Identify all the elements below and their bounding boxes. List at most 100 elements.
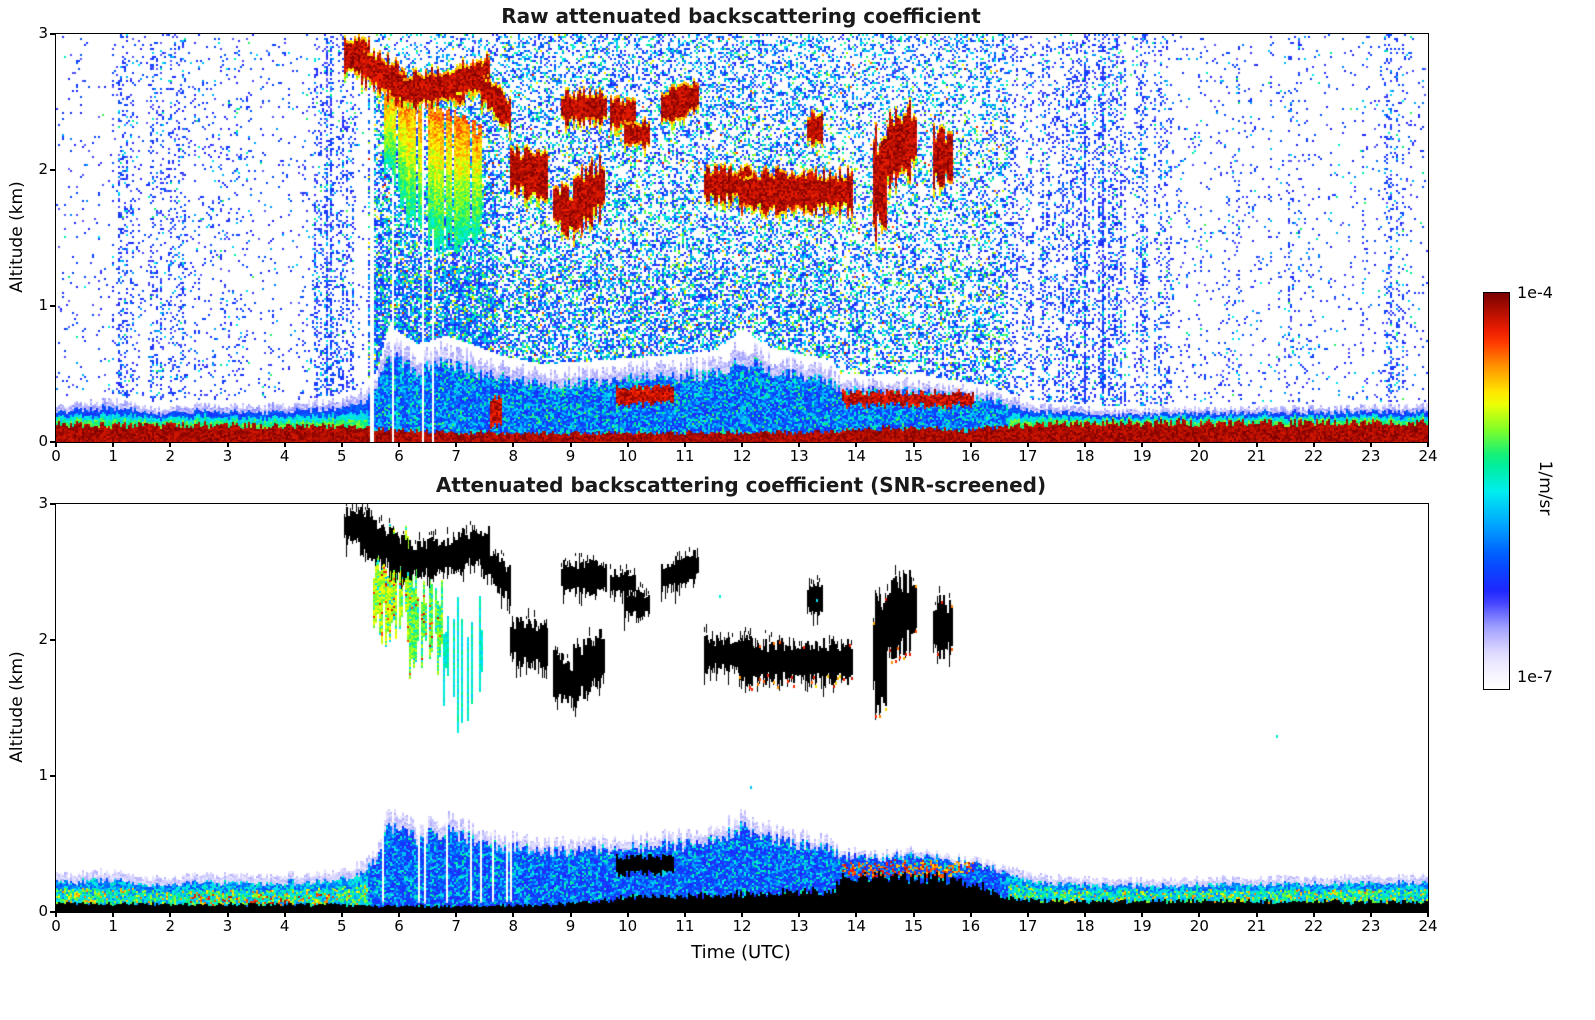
x-tick-label: 14 (846, 447, 866, 465)
x-tick (1141, 442, 1144, 447)
x-tick-label: 20 (1189, 447, 1209, 465)
x-tick-label: 12 (732, 447, 752, 465)
y-tick (49, 639, 55, 641)
x-tick (912, 912, 915, 917)
x-tick (969, 912, 972, 917)
x-tick-label: 16 (961, 447, 981, 465)
x-tick-label: 16 (961, 917, 981, 935)
x-tick (169, 912, 172, 917)
x-tick (112, 442, 115, 447)
x-tick-label: 4 (279, 447, 290, 465)
y-tick (49, 503, 55, 505)
y-tick-label: 1 (38, 296, 48, 314)
x-tick (1255, 442, 1258, 447)
x-tick (1026, 912, 1029, 917)
y-tick (49, 169, 55, 171)
x-tick-label: 13 (789, 447, 809, 465)
x-tick-label: 1 (108, 447, 118, 465)
x-tick (626, 912, 629, 917)
x-tick (398, 912, 400, 917)
x-tick-label: 8 (508, 917, 519, 935)
x-tick (683, 442, 686, 447)
x-tick (912, 442, 915, 447)
x-tick (226, 442, 229, 447)
x-tick (1312, 442, 1315, 447)
x-tick-label: 6 (394, 447, 404, 465)
y-tick (49, 911, 55, 913)
x-tick (1084, 912, 1086, 917)
x-tick (1369, 442, 1372, 447)
x-tick-label: 19 (1132, 447, 1152, 465)
x-tick (226, 912, 229, 917)
x-tick-label: 15 (903, 447, 924, 465)
y-tick (49, 775, 55, 777)
x-tick-label: 2 (165, 447, 176, 465)
y-tick-label: 1 (38, 766, 48, 784)
x-tick (169, 442, 172, 447)
y-tick (49, 441, 55, 443)
x-tick (1198, 912, 1201, 917)
plot1-title: Raw attenuated backscattering coefficien… (501, 4, 981, 28)
x-tick-label: 15 (903, 917, 924, 935)
x-tick (1198, 442, 1201, 447)
x-tick-label: 8 (508, 447, 519, 465)
x-tick (1427, 442, 1429, 447)
plot2-y-axis-label: Altitude (km) (7, 651, 27, 763)
x-tick (1312, 912, 1315, 917)
y-tick (49, 33, 55, 35)
x-tick-label: 5 (337, 447, 347, 465)
x-tick (283, 442, 286, 447)
y-tick-label: 2 (38, 630, 48, 648)
x-tick (741, 912, 743, 917)
y-tick-label: 0 (38, 902, 48, 920)
x-tick (398, 442, 400, 447)
x-tick (1141, 912, 1144, 917)
x-tick (1255, 912, 1258, 917)
x-tick (112, 912, 115, 917)
x-tick-label: 22 (1304, 917, 1324, 935)
colorbar-gradient (1484, 293, 1509, 689)
colorbar (1483, 292, 1510, 690)
x-tick-label: 12 (732, 917, 752, 935)
y-tick-label: 3 (38, 494, 48, 512)
x-tick (340, 442, 343, 447)
screened-heatmap-canvas (56, 504, 1428, 912)
y-tick-label: 0 (38, 432, 48, 450)
x-tick-label: 5 (337, 917, 347, 935)
x-tick-label: 3 (222, 447, 233, 465)
y-tick (49, 305, 55, 307)
raw-heatmap-canvas (56, 34, 1428, 442)
x-tick-label: 7 (451, 447, 461, 465)
x-tick (55, 912, 57, 917)
x-tick-label: 14 (846, 917, 866, 935)
colorbar-max-label: 1e-4 (1517, 283, 1553, 302)
plot2-title: Attenuated backscattering coefficient (S… (435, 473, 1047, 497)
y-tick-label: 2 (38, 160, 48, 178)
x-tick-label: 17 (1018, 917, 1038, 935)
x-tick (1369, 912, 1372, 917)
x-tick-label: 22 (1304, 447, 1324, 465)
x-tick-label: 17 (1018, 447, 1038, 465)
x-tick-label: 6 (394, 917, 404, 935)
x-tick (626, 442, 629, 447)
plot2-axes: 0 1 2 3 4 5 6 7 8 9 10 11 12 13 14 15 16 17 18 19 20 21 22 23 24… (38, 494, 1437, 935)
x-tick-label: 9 (565, 917, 576, 935)
x-tick-label: 24 (1418, 447, 1438, 465)
x-tick-label: 24 (1418, 917, 1438, 935)
x-tick-label: 20 (1189, 917, 1209, 935)
x-tick-label: 23 (1361, 917, 1381, 935)
x-tick-label: 18 (1075, 917, 1095, 935)
x-tick (683, 912, 686, 917)
x-tick (798, 442, 801, 447)
x-tick (741, 442, 743, 447)
x-tick (798, 912, 801, 917)
x-tick (855, 442, 858, 447)
x-tick (969, 442, 972, 447)
x-tick-label: 21 (1246, 447, 1267, 465)
x-tick-label: 10 (618, 447, 638, 465)
x-tick-label: 0 (51, 447, 61, 465)
x-tick (569, 442, 572, 447)
x-tick-label: 19 (1132, 917, 1152, 935)
x-tick (340, 912, 343, 917)
